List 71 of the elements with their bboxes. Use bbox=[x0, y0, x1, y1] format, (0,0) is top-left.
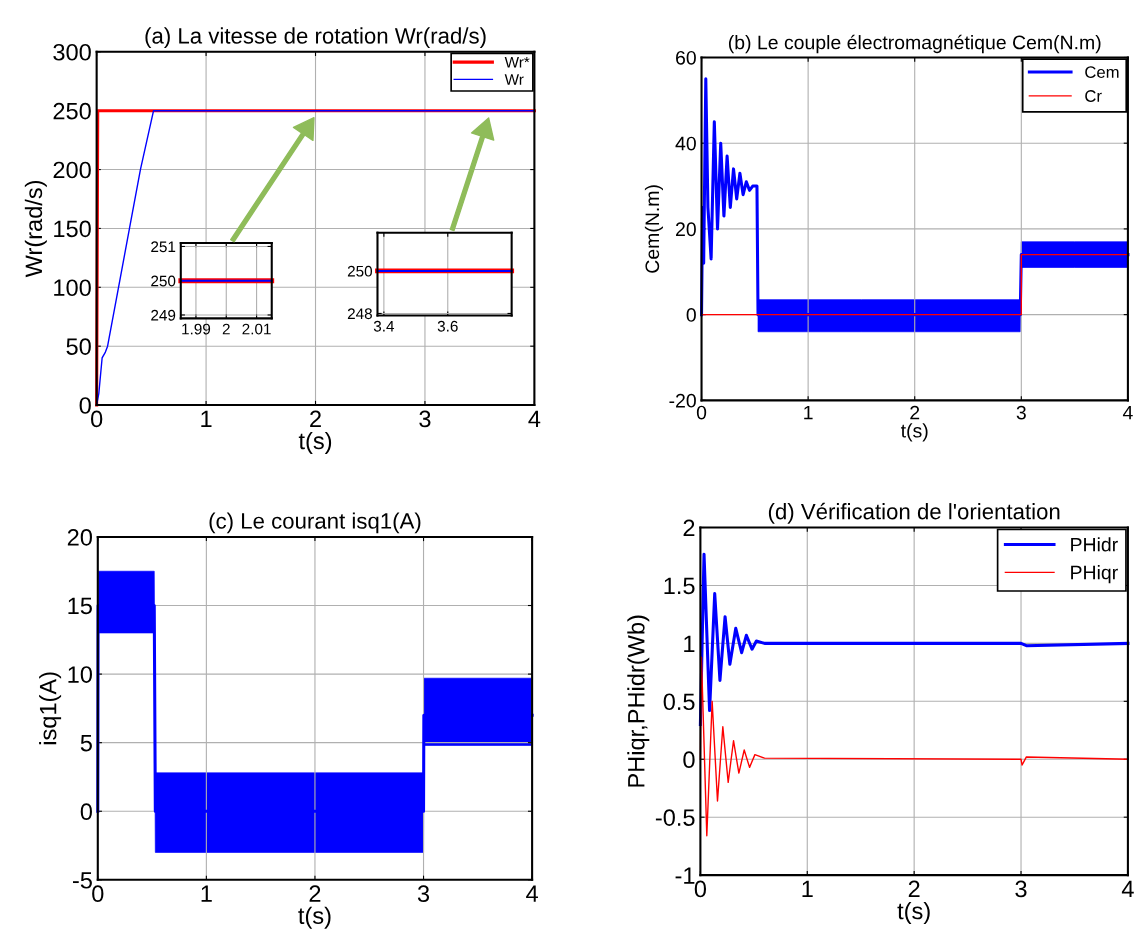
y-tick-label: 250 bbox=[151, 275, 176, 287]
y-tick-label: 200 bbox=[53, 161, 91, 179]
y-tick-label: 2 bbox=[683, 519, 695, 537]
y-tick-label: -0.5 bbox=[655, 809, 695, 826]
y-tick-label: 0.5 bbox=[663, 693, 695, 711]
y-tick-label: 250 bbox=[347, 265, 373, 277]
y-axis-title: PHiqr,PHidr(Wb) bbox=[627, 615, 650, 787]
x-axis-title: t(s) bbox=[298, 431, 332, 454]
legend-label: Cr bbox=[1085, 90, 1102, 102]
y-tick-label: 250 bbox=[53, 102, 91, 120]
y-tick-label: 0 bbox=[683, 751, 695, 769]
y-tick-label: 100 bbox=[54, 279, 91, 297]
x-tick-label: 1 bbox=[802, 880, 813, 898]
y-tick-label: 15 bbox=[68, 597, 92, 615]
y-tick-label: 5 bbox=[80, 734, 92, 752]
y-tick-label: 0 bbox=[686, 308, 696, 322]
y-tick-label: 10 bbox=[68, 666, 92, 683]
legend-label: Wr* bbox=[504, 56, 530, 68]
legend-label: Cem bbox=[1085, 66, 1119, 79]
x-tick-label: 3.4 bbox=[373, 320, 395, 332]
y-axis-title: Wr(rad/s) bbox=[24, 180, 47, 278]
x-tick-label: 1 bbox=[804, 405, 813, 420]
x-tick-label: 3.6 bbox=[437, 320, 458, 332]
y-tick-label: 20 bbox=[67, 529, 92, 546]
y-tick-label: -20 bbox=[669, 393, 696, 408]
y-tick-label: 300 bbox=[53, 43, 91, 61]
y-tick-label: -1 bbox=[675, 867, 695, 884]
x-tick-label: 0 bbox=[92, 885, 104, 903]
x-tick-label: 2 bbox=[908, 880, 920, 898]
x-tick-label: 2 bbox=[910, 405, 920, 420]
x-tick-label: 2 bbox=[309, 885, 321, 902]
x-tick-label: 2 bbox=[310, 410, 321, 428]
x-tick-label: 4 bbox=[1121, 880, 1134, 898]
y-axis-title: isq1(A) bbox=[39, 672, 62, 745]
x-axis-title: t(s) bbox=[298, 906, 331, 929]
x-tick-label: 3 bbox=[1015, 880, 1027, 898]
y-tick-label: 251 bbox=[151, 241, 176, 253]
x-axis-title: t(s) bbox=[900, 423, 928, 442]
y-tick-label: 248 bbox=[347, 308, 372, 320]
x-tick-label: 3 bbox=[417, 885, 430, 903]
y-tick-label: 249 bbox=[151, 309, 176, 321]
y-tick-label: 1 bbox=[684, 635, 695, 652]
x-tick-label: 3 bbox=[1016, 405, 1026, 420]
chart-title: (b) Le couple électromagnétique Cem(N.m) bbox=[728, 34, 1101, 54]
x-tick-label: 4 bbox=[528, 410, 541, 428]
x-tick-label: 1.99 bbox=[182, 323, 211, 335]
chart-title: (a) La vitesse de rotation Wr(rad/s) bbox=[145, 27, 486, 49]
y-tick-label: 0 bbox=[80, 803, 92, 821]
x-tick-label: 1 bbox=[201, 410, 212, 428]
x-tick-label: 4 bbox=[1122, 405, 1133, 420]
y-axis-title: Cem(N.m) bbox=[644, 185, 663, 273]
y-tick-label: 60 bbox=[676, 50, 696, 65]
legend-label: PHiqr bbox=[1071, 565, 1118, 584]
x-axis-title: t(s) bbox=[897, 901, 930, 924]
x-tick-label: 0 bbox=[91, 410, 103, 428]
y-tick-label: 150 bbox=[54, 220, 91, 238]
y-tick-label: 50 bbox=[66, 338, 91, 355]
x-tick-label: 3 bbox=[419, 410, 431, 428]
x-tick-label: 2 bbox=[222, 323, 230, 335]
legend-label: PHidr bbox=[1071, 537, 1118, 552]
y-tick-label: 20 bbox=[676, 222, 696, 237]
y-tick-label: 40 bbox=[675, 136, 696, 151]
x-tick-label: 1 bbox=[201, 885, 212, 902]
chart-title: (c) Le courant isq1(A) bbox=[209, 512, 421, 534]
x-tick-label: 0 bbox=[696, 405, 707, 420]
chart-title: (d) Vérification de l'orientation bbox=[768, 502, 1060, 524]
legend-label: Wr bbox=[504, 74, 524, 85]
y-tick-label: -5 bbox=[72, 872, 92, 889]
y-tick-label: 1.5 bbox=[664, 577, 695, 595]
x-tick-label: 4 bbox=[526, 885, 538, 902]
x-tick-label: 2.01 bbox=[242, 323, 271, 335]
